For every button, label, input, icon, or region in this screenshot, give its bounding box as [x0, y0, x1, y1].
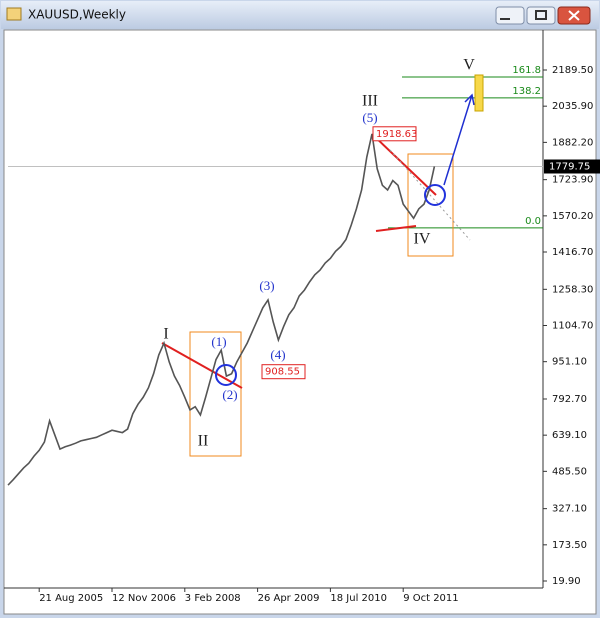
- y-tick-label: 2035.90: [552, 101, 593, 112]
- trend-line: [375, 225, 417, 232]
- breakout-circle: [215, 364, 237, 386]
- y-tick-label: 2189.50: [552, 65, 593, 76]
- x-tick-label: 9 Oct 2011: [403, 593, 458, 604]
- wave-label: (2): [222, 387, 237, 402]
- y-tick-label: 951.10: [552, 357, 587, 368]
- x-tick-label: 12 Nov 2006: [112, 593, 176, 604]
- maximize-icon: [535, 10, 547, 20]
- wave-label: IV: [414, 231, 431, 248]
- y-tick-label: 1258.30: [552, 284, 593, 295]
- wave-label: (5): [362, 110, 377, 125]
- y-tick-label: 1104.70: [552, 320, 593, 331]
- wave-box: [189, 331, 242, 457]
- trend-line: [371, 133, 437, 196]
- wave-label: (3): [259, 278, 274, 293]
- y-tick-label: 173.50: [552, 540, 587, 551]
- projection-arrow: [443, 93, 475, 186]
- y-tick-label: 1882.20: [552, 137, 593, 148]
- window-icon: [6, 7, 22, 21]
- wave-label: III: [362, 93, 378, 110]
- minimize-icon: [500, 18, 510, 20]
- wave-label: (1): [211, 334, 226, 349]
- y-tick-label: 639.10: [552, 430, 587, 441]
- y-tick-label: 1416.70: [552, 247, 593, 258]
- last-price-label: 1779.75: [549, 162, 590, 173]
- maximize-button[interactable]: [526, 6, 556, 25]
- wave-label: (4): [270, 347, 285, 362]
- close-icon: [568, 10, 580, 21]
- window-title: XAUUSD,Weekly: [28, 8, 126, 22]
- breakout-circle: [424, 184, 446, 206]
- x-tick-label: 18 Jul 2010: [330, 593, 387, 604]
- trend-line: [161, 342, 243, 389]
- price-label: 1918.63: [376, 129, 417, 140]
- chart-area: [3, 29, 597, 615]
- y-tick-label: 792.70: [552, 394, 587, 405]
- wave-label: V: [463, 57, 475, 74]
- y-tick-label: 19.90: [552, 576, 581, 587]
- last-price-tag: [544, 159, 600, 174]
- price-label-box: [372, 126, 417, 142]
- x-tick-label: 26 Apr 2009: [258, 593, 320, 604]
- fib-level-label: 0.0: [525, 216, 541, 227]
- x-tick-label: 21 Aug 2005: [39, 593, 103, 604]
- projection-line: [389, 149, 471, 241]
- wave-label: II: [198, 433, 209, 450]
- fib-level-label: 138.2: [512, 86, 541, 97]
- minimize-button[interactable]: [495, 6, 525, 25]
- y-tick-label: 327.10: [552, 504, 587, 515]
- y-tick-label: 1570.20: [552, 211, 593, 222]
- price-label: 908.55: [265, 367, 300, 378]
- y-tick-label: 485.50: [552, 466, 587, 477]
- price-label-box: [261, 364, 306, 380]
- y-tick-label: 1723.90: [552, 175, 593, 186]
- price-line: [7, 133, 436, 486]
- fib-level-label: 161.8: [512, 65, 541, 76]
- target-box: [474, 74, 484, 112]
- wave-box: [407, 153, 454, 257]
- x-tick-label: 3 Feb 2008: [185, 593, 241, 604]
- wave-label: I: [163, 326, 168, 343]
